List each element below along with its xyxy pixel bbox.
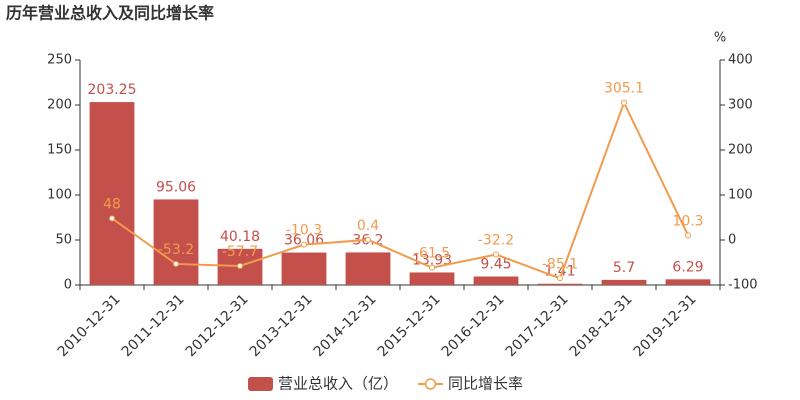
y-tick-label: 250 xyxy=(47,53,72,68)
legend-swatch xyxy=(248,377,273,391)
y-tick-label: 0 xyxy=(64,278,72,293)
bar-value-label: 40.18 xyxy=(220,229,260,245)
bar xyxy=(409,272,455,285)
legend-label: 营业总收入（亿） xyxy=(278,375,398,393)
line-value-label: -57.7 xyxy=(222,244,258,260)
y-tick-label: 200 xyxy=(47,98,72,113)
x-tick-label: 2018-12-31 xyxy=(567,291,636,360)
bar xyxy=(89,102,135,285)
line-value-label: 48 xyxy=(103,196,121,212)
x-tick-label: 2016-12-31 xyxy=(439,291,508,360)
line-value-label: 305.1 xyxy=(604,81,644,97)
y-tick-label: 50 xyxy=(55,233,72,248)
line-value-label: -85.1 xyxy=(542,256,578,272)
line-point xyxy=(365,236,371,243)
bar-value-label: 13.93 xyxy=(412,252,452,268)
line-value-label: -53.2 xyxy=(158,242,194,258)
line-value-label: -10.3 xyxy=(286,223,322,239)
legend-label: 同比增长率 xyxy=(448,375,523,393)
y2-axis-label: % xyxy=(714,31,726,46)
x-tick-label: 2012-12-31 xyxy=(183,291,252,360)
y-tick-label: 150 xyxy=(47,143,72,158)
line-point xyxy=(621,99,627,106)
y-tick-label: 100 xyxy=(47,188,72,203)
chart-title: 历年营业总收入及同比增长率 xyxy=(6,4,214,23)
line-point xyxy=(173,260,179,267)
line-point xyxy=(493,251,499,258)
x-tick-label: 2013-12-31 xyxy=(247,291,316,360)
x-tick-label: 2017-12-31 xyxy=(503,291,572,360)
x-tick-label: 2015-12-31 xyxy=(375,291,444,360)
bar-value-label: 6.29 xyxy=(672,259,703,275)
legend-swatch xyxy=(424,378,437,390)
bar-value-label: 9.45 xyxy=(480,256,511,272)
bar xyxy=(281,252,327,285)
bar xyxy=(665,279,711,285)
line-point xyxy=(109,215,115,222)
bar xyxy=(473,276,519,285)
y2-tick-label: 100 xyxy=(728,188,753,203)
line-point xyxy=(237,262,243,269)
bar xyxy=(345,252,391,285)
y2-tick-label: -100 xyxy=(728,278,758,293)
bar xyxy=(153,199,199,285)
line-value-label: 0.4 xyxy=(357,218,379,234)
x-tick-label: 2011-12-31 xyxy=(119,291,188,360)
line-value-label: -61.5 xyxy=(414,246,450,262)
bar-value-label: 203.25 xyxy=(88,82,137,98)
bar-value-label: 5.7 xyxy=(613,260,635,276)
bar xyxy=(601,279,647,285)
line-value-label: 10.3 xyxy=(672,213,703,229)
bar xyxy=(537,283,583,285)
line-value-label: -32.2 xyxy=(478,232,514,248)
line-point xyxy=(685,232,691,239)
line-point xyxy=(429,264,435,271)
x-tick-label: 2014-12-31 xyxy=(311,291,380,360)
bar-value-label: 95.06 xyxy=(156,179,196,195)
line-point xyxy=(557,275,563,282)
y2-tick-label: 400 xyxy=(728,53,753,68)
x-tick-label: 2019-12-31 xyxy=(631,291,700,360)
line xyxy=(111,100,689,280)
line-point xyxy=(301,241,307,248)
y2-tick-label: 300 xyxy=(728,98,753,113)
y2-tick-label: 0 xyxy=(728,233,736,248)
y2-tick-label: 200 xyxy=(728,143,753,158)
x-tick-label: 2010-12-31 xyxy=(55,291,124,360)
